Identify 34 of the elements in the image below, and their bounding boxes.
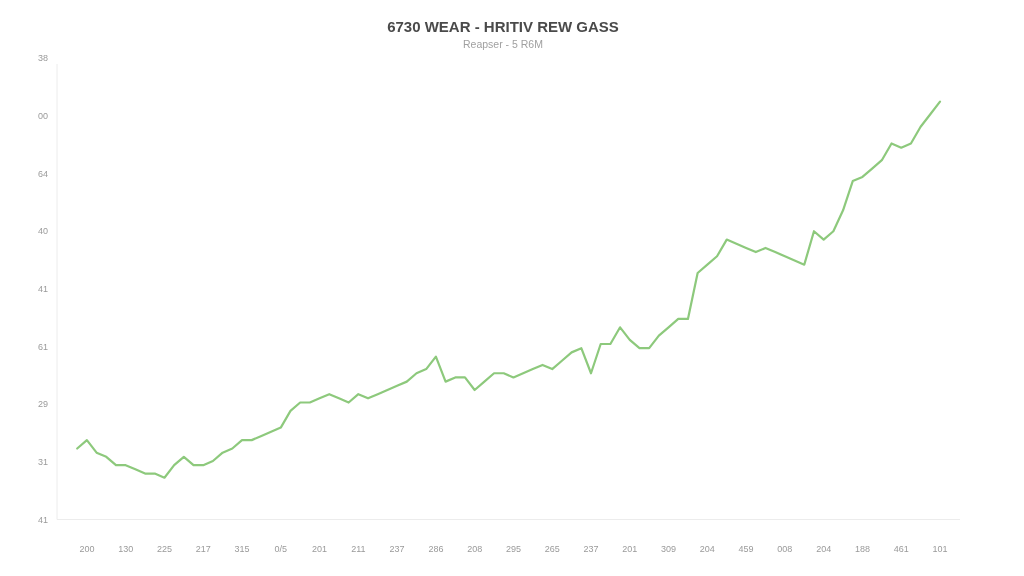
- text: 64: [37, 168, 48, 179]
- x-tick-label: 208: [467, 544, 483, 554]
- text: 38: [37, 53, 48, 64]
- chart-subtitle: Reapser - 5 R6M: [463, 38, 543, 50]
- x-tick-label: 461: [893, 544, 909, 554]
- text: 00: [37, 110, 48, 121]
- x-tick-label: 237: [583, 544, 599, 554]
- x-tick-label: 204: [816, 544, 832, 554]
- x-tick-label: 204: [699, 544, 715, 554]
- x-tick-label: 008: [777, 544, 793, 554]
- x-tick-label: 286: [428, 544, 444, 554]
- x-tick-label: 295: [505, 544, 521, 554]
- x-tick-label: 265: [544, 544, 560, 554]
- text: 40: [37, 226, 48, 237]
- x-tick-label: 217: [195, 544, 211, 554]
- x-tick-label: 315: [234, 544, 250, 554]
- text: 41: [37, 283, 48, 294]
- x-tick-label: 201: [312, 544, 328, 554]
- x-tick-label: 0/5: [274, 544, 288, 554]
- text: 29: [37, 399, 48, 410]
- x-tick-label: 459: [738, 544, 754, 554]
- chart-title: 6730 WEAR - HRITIV REW GASS: [387, 18, 619, 35]
- x-tick-label: 101: [932, 544, 948, 554]
- x-tick-label: 211: [351, 544, 366, 554]
- text: 31: [37, 456, 48, 467]
- x-tick-label: 225: [156, 544, 172, 554]
- x-tick-label: 188: [854, 544, 870, 554]
- x-tick-label: 237: [389, 544, 405, 554]
- x-tick-label: 130: [118, 544, 134, 554]
- text: 61: [37, 341, 48, 352]
- x-tick-label: 200: [79, 544, 95, 554]
- x-tick-label: 201: [622, 544, 638, 554]
- text: 41: [37, 514, 48, 525]
- x-tick-label: 309: [661, 544, 677, 554]
